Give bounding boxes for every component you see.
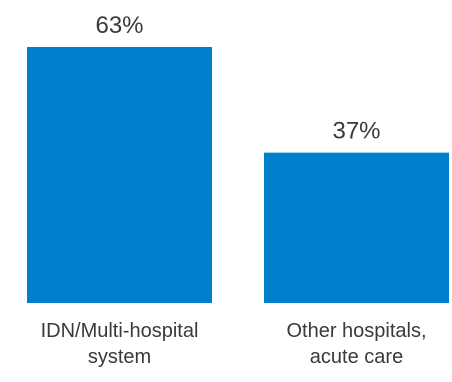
category-label-1-line-1: IDN/Multi-hospital	[41, 320, 199, 342]
bar-2	[264, 152, 449, 303]
category-label-1-line-2: system	[88, 346, 151, 368]
labels-layer: 63% IDN/Multi-hospital system 37% Other hosp…	[41, 12, 427, 368]
bar-1	[27, 47, 212, 303]
data-label-1: 63%	[95, 12, 143, 39]
bars-layer	[27, 47, 449, 303]
data-label-2: 37%	[332, 118, 380, 145]
category-label-2-line-2: acute care	[310, 346, 403, 368]
category-label-2-line-1: Other hospitals,	[286, 320, 426, 342]
